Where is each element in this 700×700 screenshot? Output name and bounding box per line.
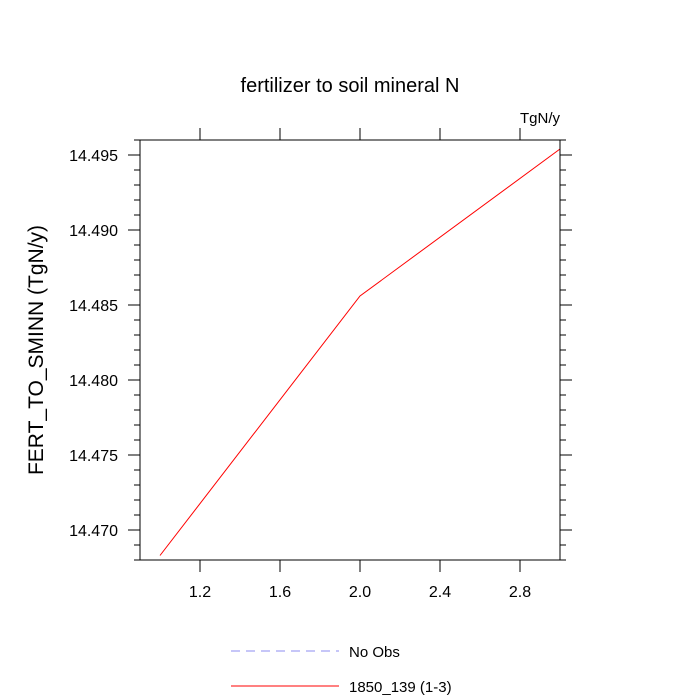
x-tick-label: 1.2 (189, 584, 211, 601)
legend: No Obs 1850_139 (1-3) (231, 644, 452, 696)
series-line (159, 148, 561, 556)
x-tick-label: 2.0 (349, 584, 371, 601)
y-tick-label: 14.490 (69, 223, 118, 240)
legend-label: 1850_139 (1-3) (349, 679, 452, 696)
chart-title: fertilizer to soil mineral N (241, 75, 460, 97)
x-tick-label: 1.6 (269, 584, 291, 601)
y-tick-label: 14.470 (69, 523, 118, 540)
x-tick-label: 2.8 (509, 584, 531, 601)
x-tick-label: 2.4 (429, 584, 451, 601)
series-layer (159, 148, 561, 556)
plot-frame (139, 139, 561, 561)
y-axis-label: FERT_TO_SMINN (TgN/y) (25, 225, 48, 475)
y-tick-label: 14.485 (69, 298, 118, 315)
y-tick-label: 14.475 (69, 448, 118, 465)
y-tick-label: 14.495 (69, 148, 118, 165)
ticks-layer: 1.2 1.6 2.0 2.4 2.8 14.470 14.475 14.480 14.485 1… (69, 128, 572, 601)
legend-label: No Obs (349, 644, 400, 661)
y-tick-label: 14.480 (69, 373, 118, 390)
units-label: TgN/y (520, 110, 561, 127)
